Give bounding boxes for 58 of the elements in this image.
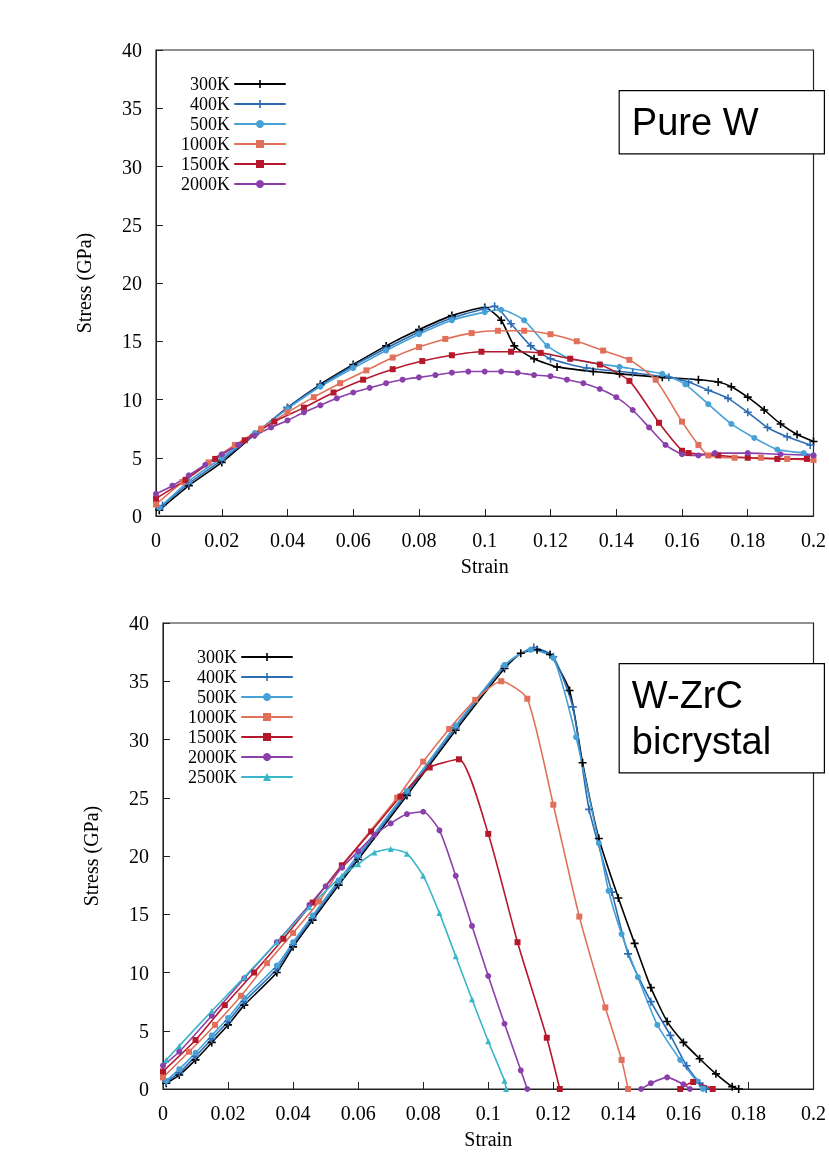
annotation: W-ZrC bicrystal [631,674,772,763]
legend-label: 1500K [188,727,237,747]
x-tick-label: 0.14 [600,1102,636,1124]
y-tick-label: 25 [122,213,142,236]
x-tick-label: 0.02 [204,529,240,551]
legend-label: 400K [197,667,237,687]
x-tick-label: 0.08 [401,529,437,551]
x-axis-title: Strain [464,1128,513,1150]
y-tick-label: 20 [122,272,142,294]
x-tick-label: 0.2 [801,529,826,551]
y-tick-label: 15 [122,330,142,353]
y-tick-label: 5 [139,1019,149,1042]
x-tick-label: 0.14 [598,529,634,551]
y-axis-title: Stress (GPa) [73,232,96,334]
legend-label: 1000K [188,707,237,727]
legend-label: 500K [197,687,237,707]
y-tick-label: 35 [122,97,142,120]
y-axis-title: Stress (GPa) [80,805,103,907]
y-tick-label: 30 [129,728,149,751]
x-tick-label: 0.04 [270,529,305,551]
x-tick-label: 0.06 [340,1102,376,1124]
x-tick-label: 0.18 [730,529,766,551]
legend-label: 1500K [181,154,230,174]
y-tick-label: 20 [129,845,149,867]
y-tick-label: 40 [122,39,142,61]
y-tick-label: 35 [129,670,149,693]
y-tick-label: 0 [139,1078,149,1100]
x-tick-label: 0.2 [801,1102,826,1124]
legend-label: 500K [190,114,230,134]
y-tick-label: 25 [129,786,149,809]
legend-label: 300K [197,647,237,667]
y-tick-label: 30 [122,155,142,178]
y-tick-label: 10 [122,388,142,411]
x-tick-label: 0.06 [335,529,371,551]
y-tick-label: 40 [129,612,149,634]
legend-label: 300K [190,74,230,94]
x-tick-label: 0.1 [475,1102,501,1124]
y-tick-label: 15 [129,903,149,926]
legend-label: 400K [190,94,230,114]
x-tick-label: 0.12 [535,1102,571,1124]
legend-label: 2000K [181,174,230,194]
annotation: Pure W [631,101,759,144]
x-tick-label: 0 [158,1102,168,1124]
x-tick-label: 0.02 [210,1102,246,1124]
y-tick-label: 5 [132,446,142,469]
x-tick-label: 0.12 [533,529,568,551]
x-tick-label: 0.18 [730,1102,766,1124]
legend-label: 2500K [188,767,237,787]
legend-label: 1000K [181,134,230,154]
y-tick-label: 10 [129,961,149,984]
legend-label: 2000K [188,747,237,767]
x-axis-title: Strain [460,555,509,577]
x-tick-label: 0.04 [275,1102,311,1124]
x-tick-label: 0.16 [665,1102,701,1124]
x-tick-label: 0.08 [405,1102,441,1124]
x-tick-label: 0.16 [664,529,700,551]
x-tick-label: 0.1 [472,529,498,551]
y-tick-label: 0 [132,505,142,527]
